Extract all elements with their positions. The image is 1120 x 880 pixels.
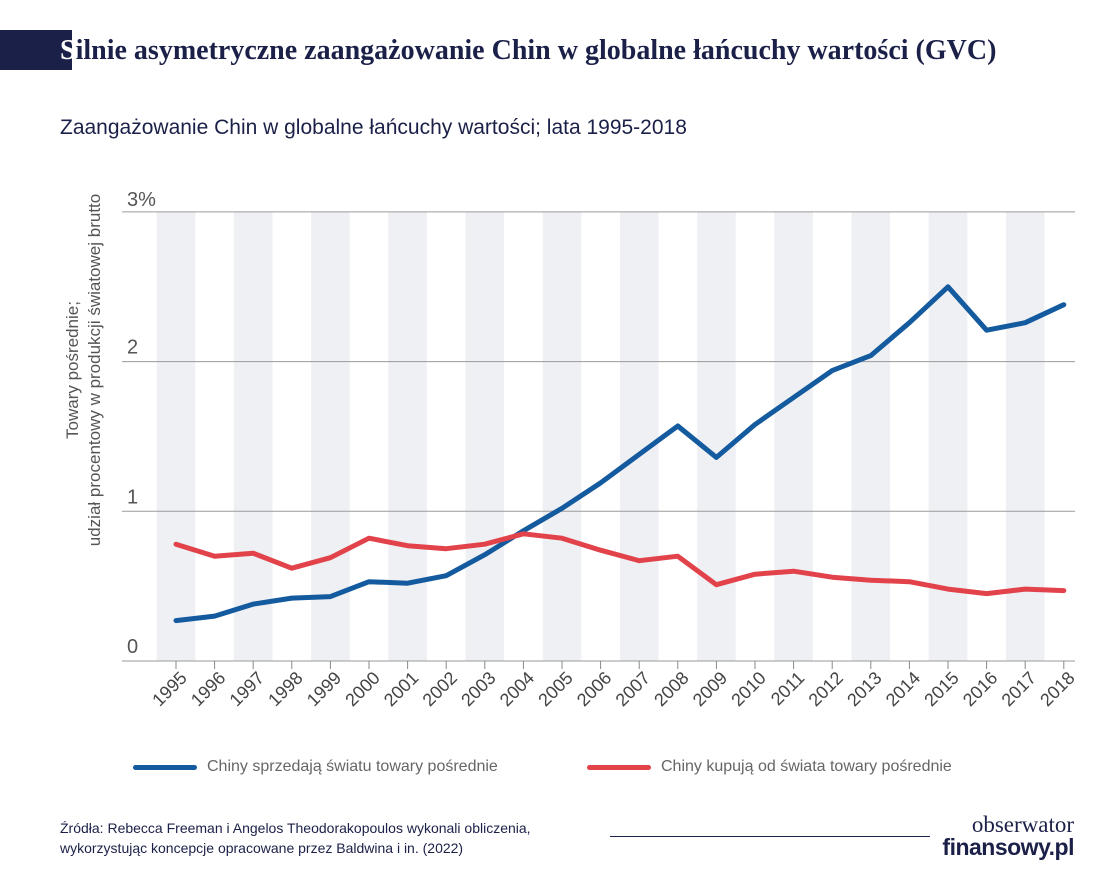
title-accent-bar — [0, 30, 72, 70]
column-band — [851, 211, 891, 661]
x-tick-label: 2000 — [341, 668, 383, 710]
legend-label-sales: Chiny sprzedają światu towary pośrednie — [207, 758, 498, 775]
footer-divider — [610, 836, 930, 837]
legend-swatch-sales — [133, 764, 197, 770]
column-band — [388, 211, 427, 661]
x-tick-label: 2007 — [612, 668, 654, 710]
x-tick-label: 2001 — [380, 668, 422, 710]
x-tick-label: 2008 — [650, 668, 692, 710]
x-tick-label: 1996 — [187, 668, 229, 710]
column-band — [465, 211, 505, 661]
column-band — [1005, 211, 1045, 661]
x-tick-label: 2005 — [534, 668, 576, 710]
column-band — [311, 211, 350, 661]
x-tick-label: 2004 — [496, 668, 538, 710]
source-line1: Źródła: Rebecca Freeman i Angelos Theodo… — [60, 820, 531, 836]
x-tick-label: 1998 — [264, 668, 306, 710]
column-band — [774, 211, 813, 661]
x-tick-label: 2003 — [457, 668, 499, 710]
logo-line2: finansowy.pl — [942, 834, 1074, 860]
x-tick-label: 2010 — [727, 668, 769, 710]
x-tick-label: 2013 — [843, 668, 885, 710]
y-axis-label-line2: udział procentowy w produkcji światowej … — [85, 193, 104, 547]
legend-label-purchases: Chiny kupują od świata towary pośrednie — [661, 758, 952, 775]
x-tick-label: 2012 — [805, 668, 847, 710]
x-tick-label: 2014 — [882, 668, 924, 710]
brand-logo: obserwator finansowy.pl — [942, 812, 1074, 860]
title-initial: S — [60, 35, 76, 66]
legend-swatch-purchases — [587, 764, 651, 770]
series-line-purchases — [173, 531, 1067, 597]
y-tick-label: 3% — [127, 189, 156, 211]
series-line-sales — [173, 284, 1067, 624]
x-tick-label: 2015 — [920, 668, 962, 710]
y-tick-label: 2 — [127, 337, 138, 359]
column-band — [697, 211, 736, 661]
column-band — [156, 211, 196, 661]
source-line2: wykorzystując koncepcje opracowane przez… — [60, 840, 464, 856]
y-axis-label-line1: Towary pośrednie; — [63, 301, 82, 439]
title-text: ilnie asymetryczne zaangażowanie Chin w … — [75, 35, 997, 66]
x-tick-label: 2018 — [1036, 668, 1078, 710]
x-tick-label: 2017 — [998, 668, 1040, 710]
logo-line1: obserwator — [971, 812, 1074, 837]
x-tick-label: 2002 — [419, 668, 461, 710]
x-tick-label: 1997 — [226, 668, 268, 710]
x-tick-label: 2011 — [767, 668, 809, 710]
legend-item-sales: Chiny sprzedają światu towary pośrednie — [133, 756, 498, 778]
column-band — [233, 211, 273, 661]
x-tick-label: 1995 — [148, 668, 190, 710]
x-tick-label: 2009 — [689, 668, 731, 710]
y-tick-label: 1 — [127, 486, 138, 508]
y-axis-label: Towary pośrednie; udział procentowy w pr… — [62, 194, 106, 546]
legend-item-purchases: Chiny kupują od świata towary pośrednie — [587, 756, 952, 778]
chart-subtitle: Zaangażowanie Chin w globalne łańcuchy w… — [60, 116, 687, 139]
column-band — [542, 211, 582, 661]
column-band — [619, 211, 659, 661]
page-title: Silnie asymetryczne zaangażowanie Chin w… — [60, 32, 996, 70]
column-band — [928, 211, 968, 661]
x-tick-label: 2016 — [959, 668, 1001, 710]
x-tick-label: 2006 — [573, 668, 615, 710]
y-tick-label: 0 — [127, 636, 138, 658]
x-tick-label: 1999 — [303, 668, 345, 710]
source-note: Źródła: Rebecca Freeman i Angelos Theodo… — [60, 818, 531, 858]
